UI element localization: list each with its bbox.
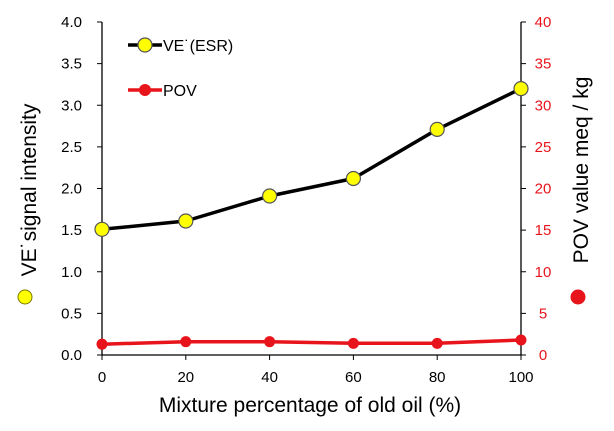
- right-axis-title-group: POV value meq / kg: [570, 77, 593, 264]
- left-axis-marker: [17, 289, 33, 305]
- x-tick-label: 40: [261, 369, 278, 386]
- right-tick-label: 15: [535, 222, 552, 239]
- data-point-ve-esr: [513, 80, 529, 97]
- legend-marker-pov: [139, 84, 151, 96]
- data-point-ve-esr: [429, 121, 445, 137]
- left-tick-label: 0.5: [61, 305, 82, 322]
- data-point-ve-esr: [178, 213, 194, 229]
- left-tick-label: 1.5: [61, 222, 82, 239]
- right-tick-label: 5: [539, 305, 547, 322]
- x-tick-label: 60: [345, 369, 362, 386]
- right-tick-label: 10: [535, 264, 552, 281]
- legend-marker-ve-esr: [137, 37, 153, 53]
- legend-label-ve-esr: VE˙(ESR): [163, 38, 233, 55]
- data-point-pov: [180, 336, 192, 348]
- right-tick-label: 0: [539, 347, 547, 364]
- series-points: [94, 80, 529, 350]
- right-tick-label: 30: [535, 97, 552, 114]
- left-tick-label: 0.0: [61, 347, 82, 364]
- series-line-ve-esr: [101, 87, 522, 232]
- right-tick-label: 40: [535, 14, 552, 31]
- legend: VE˙(ESR) POV: [128, 37, 233, 100]
- x-axis-title: Mixture percentage of old oil (%): [159, 394, 461, 417]
- tick-labels: 0.0 0.5 1.0 1.5 2.0 2.5 3.0 3.5 4.0 0 5 10 15 20 25 30 3…: [61, 14, 551, 386]
- x-tick-label: 20: [177, 369, 194, 386]
- data-point-ve-esr: [345, 170, 361, 187]
- legend-label-pov: POV: [163, 83, 197, 100]
- data-point-pov: [347, 337, 359, 349]
- left-axis-title: VE˙signal intensity: [18, 103, 41, 276]
- left-tick-label: 3.5: [61, 56, 82, 73]
- data-point-pov: [96, 338, 108, 350]
- left-tick-label: 2.5: [61, 139, 82, 156]
- right-tick-label: 20: [535, 181, 552, 198]
- right-axis-marker: [570, 289, 586, 305]
- right-tick-label: 35: [535, 56, 552, 73]
- left-tick-label: 1.0: [61, 264, 82, 281]
- series-line-pov: [101, 338, 522, 346]
- left-tick-label: 2.0: [61, 181, 82, 198]
- data-point-pov: [515, 334, 527, 346]
- data-point-ve-esr: [94, 221, 110, 237]
- left-tick-label: 3.0: [61, 97, 82, 114]
- series-lines: [101, 87, 522, 346]
- data-point-pov: [431, 337, 443, 349]
- left-tick-label: 4.0: [61, 14, 82, 31]
- x-tick-label: 0: [98, 369, 106, 386]
- left-axis-title-group: VE˙signal intensity: [18, 103, 41, 276]
- right-axis-title: POV value meq / kg: [570, 77, 593, 264]
- x-tick-label: 80: [429, 369, 446, 386]
- x-tick-label: 100: [508, 369, 533, 386]
- axes: [97, 21, 526, 360]
- data-point-ve-esr: [262, 188, 278, 204]
- data-point-pov: [264, 336, 276, 348]
- right-tick-label: 25: [535, 139, 552, 156]
